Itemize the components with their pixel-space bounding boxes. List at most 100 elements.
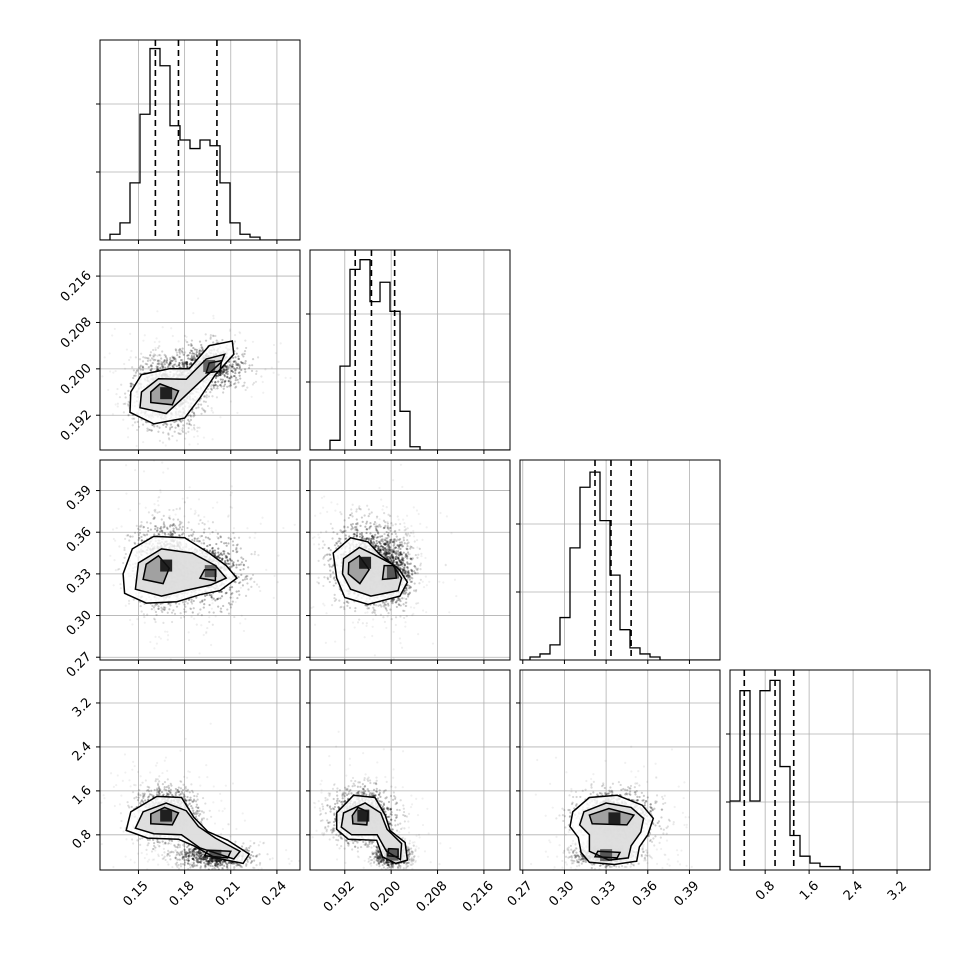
- sample-point: [217, 605, 220, 608]
- sample-point: [151, 604, 154, 607]
- sample-point: [282, 526, 285, 530]
- sample-point: [234, 379, 237, 382]
- sample-point: [147, 428, 151, 431]
- sample-point: [382, 519, 386, 522]
- sample-point: [114, 539, 117, 542]
- sample-point: [376, 530, 379, 533]
- sample-point: [235, 363, 238, 366]
- sample-point: [405, 604, 408, 607]
- sample-point: [112, 537, 115, 541]
- sample-point: [220, 385, 223, 388]
- sample-point: [407, 571, 410, 574]
- sample-point: [387, 513, 390, 516]
- sample-point: [378, 541, 382, 545]
- sample-point: [216, 375, 219, 378]
- sample-point: [123, 367, 127, 370]
- sample-point: [219, 378, 222, 381]
- sample-point: [407, 553, 410, 556]
- sample-point: [376, 536, 380, 539]
- hist-step-3: [730, 679, 930, 870]
- sample-point: [202, 436, 206, 439]
- sample-point: [157, 504, 160, 507]
- sample-point: [243, 368, 247, 371]
- sample-point: [163, 608, 166, 611]
- sample-point: [212, 597, 215, 600]
- sample-point: [221, 372, 224, 375]
- sample-point: [380, 545, 383, 548]
- sample-point: [131, 424, 134, 427]
- sample-point: [223, 380, 226, 383]
- sample-point: [385, 551, 389, 554]
- sample-point: [188, 420, 191, 423]
- sample-point: [220, 552, 223, 555]
- sample-point: [230, 369, 233, 373]
- sample-point: [181, 525, 184, 528]
- sample-point: [330, 604, 334, 607]
- sample-point: [190, 615, 193, 618]
- sample-point: [143, 534, 147, 537]
- sample-point: [187, 430, 190, 433]
- sample-point: [378, 486, 381, 490]
- sample-point: [203, 409, 206, 412]
- sample-point: [195, 596, 198, 599]
- sample-point: [377, 540, 381, 544]
- sample-point: [193, 537, 196, 540]
- sample-point: [172, 530, 176, 533]
- panel-1-0: [99, 249, 301, 451]
- sample-point: [193, 352, 196, 355]
- sample-point: [242, 362, 245, 365]
- sample-point: [412, 506, 415, 509]
- sample-point: [198, 352, 201, 355]
- sample-point: [428, 580, 431, 583]
- sample-point: [197, 498, 201, 501]
- sample-point: [325, 530, 328, 533]
- sample-point: [174, 426, 177, 429]
- sample-point: [235, 385, 238, 388]
- sample-point: [305, 597, 307, 599]
- sample-point: [291, 558, 293, 560]
- sample-point: [123, 392, 127, 395]
- sample-point: [192, 607, 195, 610]
- sample-point: [138, 531, 142, 535]
- sample-point: [384, 521, 387, 524]
- sample-point: [116, 568, 120, 571]
- sample-point: [353, 533, 356, 536]
- sample-point: [293, 523, 296, 526]
- sample-point: [143, 615, 146, 619]
- sample-point: [167, 432, 170, 435]
- sample-point: [240, 614, 243, 617]
- sample-point: [297, 548, 299, 550]
- sample-point: [127, 534, 130, 537]
- sample-point: [157, 607, 160, 610]
- sample-point: [178, 362, 181, 365]
- sample-point: [163, 360, 166, 363]
- sample-point: [160, 365, 164, 368]
- sample-point: [160, 529, 163, 532]
- sample-point: [185, 361, 188, 364]
- sample-point: [171, 533, 174, 536]
- sample-point: [217, 551, 220, 554]
- sample-point: [195, 350, 198, 354]
- sample-point: [264, 368, 267, 371]
- sample-point: [412, 529, 415, 533]
- sample-point: [252, 381, 256, 385]
- sample-point: [317, 576, 320, 579]
- sample-point: [155, 529, 159, 533]
- sample-point: [190, 415, 193, 418]
- sample-point: [328, 565, 331, 568]
- sample-point: [183, 362, 187, 365]
- sample-point: [234, 581, 237, 584]
- sample-point: [170, 534, 173, 537]
- sample-point: [292, 507, 294, 509]
- sample-point: [332, 584, 335, 587]
- sample-point: [352, 535, 356, 538]
- sample-point: [210, 388, 213, 391]
- sample-point: [195, 539, 199, 543]
- sample-point: [168, 514, 171, 517]
- sample-point: [272, 596, 275, 599]
- sample-point: [177, 424, 180, 427]
- sample-point: [248, 536, 251, 539]
- sample-point: [316, 580, 319, 584]
- sample-point: [154, 508, 157, 511]
- sample-point: [174, 363, 177, 366]
